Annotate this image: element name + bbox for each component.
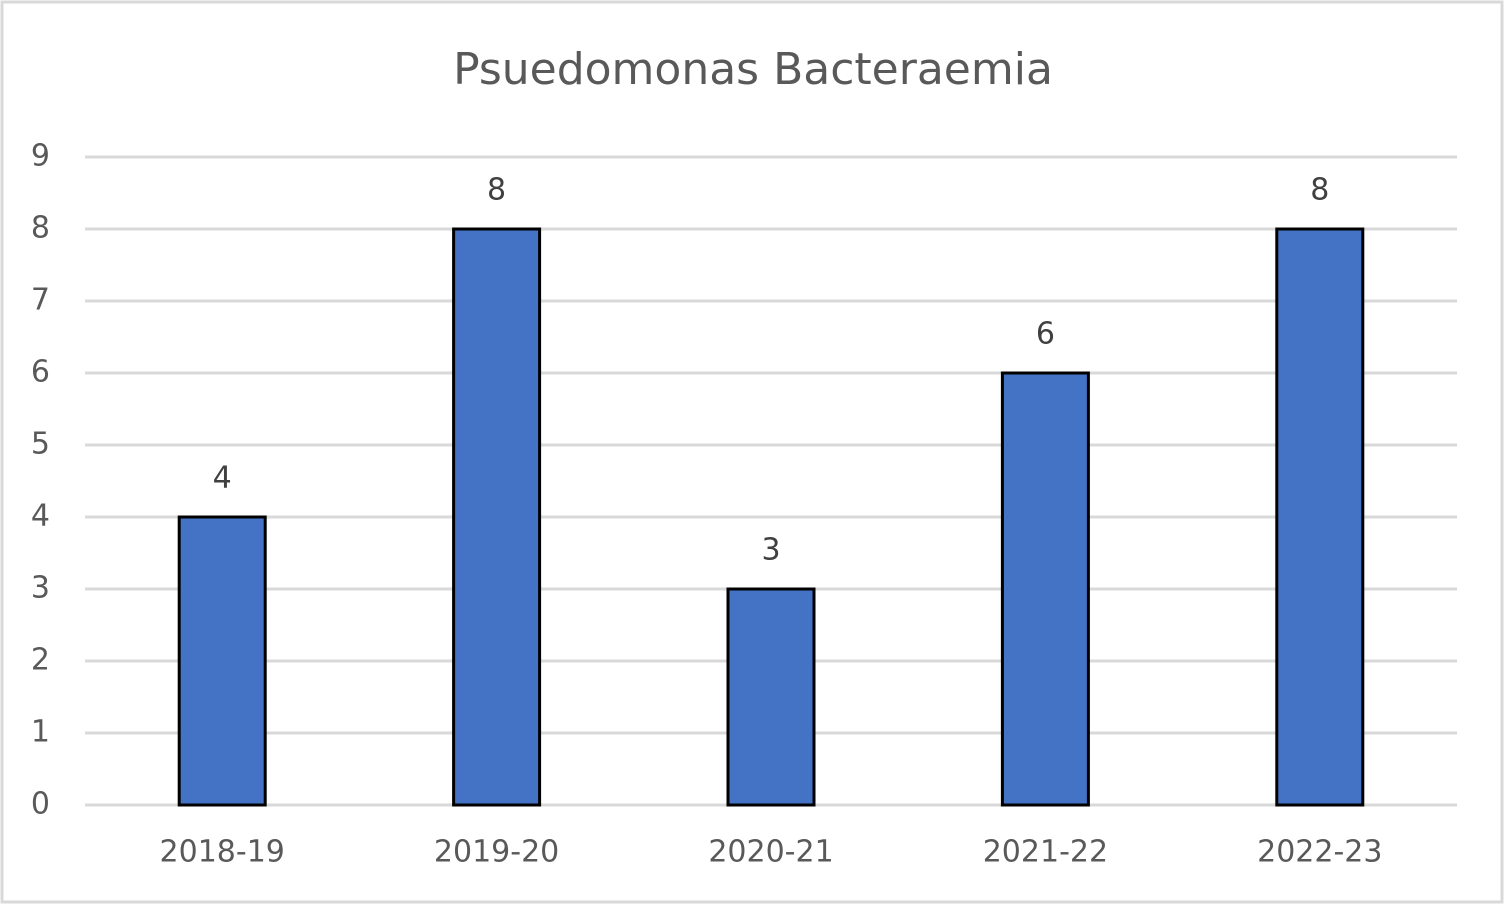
y-tick-label: 5 [31, 427, 50, 462]
y-tick-label: 6 [31, 355, 50, 390]
chart-title: Psuedomonas Bacteraemia [453, 44, 1053, 95]
y-tick-label: 4 [31, 499, 50, 534]
x-tick-label: 2020-21 [708, 835, 833, 870]
x-tick-label: 2022-23 [1257, 835, 1382, 870]
y-tick-label: 3 [31, 571, 50, 606]
data-label: 3 [761, 533, 780, 568]
x-tick-label: 2019-20 [434, 835, 559, 870]
y-tick-label: 9 [31, 139, 50, 174]
bar [726, 587, 816, 807]
x-tick-label: 2018-19 [160, 835, 285, 870]
bar [452, 227, 542, 807]
bar [1275, 227, 1365, 807]
data-label: 4 [213, 461, 232, 496]
data-label: 8 [487, 173, 506, 208]
y-tick-label: 0 [31, 787, 50, 822]
y-tick-label: 2 [31, 643, 50, 678]
data-label: 6 [1036, 317, 1055, 352]
y-tick-label: 8 [31, 211, 50, 246]
y-tick-label: 1 [31, 715, 50, 750]
data-label: 8 [1310, 173, 1329, 208]
bar [1000, 371, 1090, 807]
x-tick-label: 2021-22 [983, 835, 1108, 870]
bar [177, 515, 267, 807]
y-tick-label: 7 [31, 283, 50, 318]
